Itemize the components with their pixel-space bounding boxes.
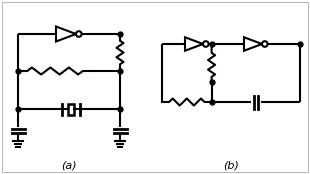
Circle shape bbox=[76, 31, 82, 37]
Circle shape bbox=[203, 41, 209, 47]
Polygon shape bbox=[244, 37, 262, 51]
Circle shape bbox=[262, 41, 268, 47]
Polygon shape bbox=[56, 26, 76, 42]
Polygon shape bbox=[185, 37, 203, 51]
Text: (b): (b) bbox=[223, 161, 239, 171]
Bar bbox=[68, 104, 74, 114]
Text: (a): (a) bbox=[61, 161, 77, 171]
